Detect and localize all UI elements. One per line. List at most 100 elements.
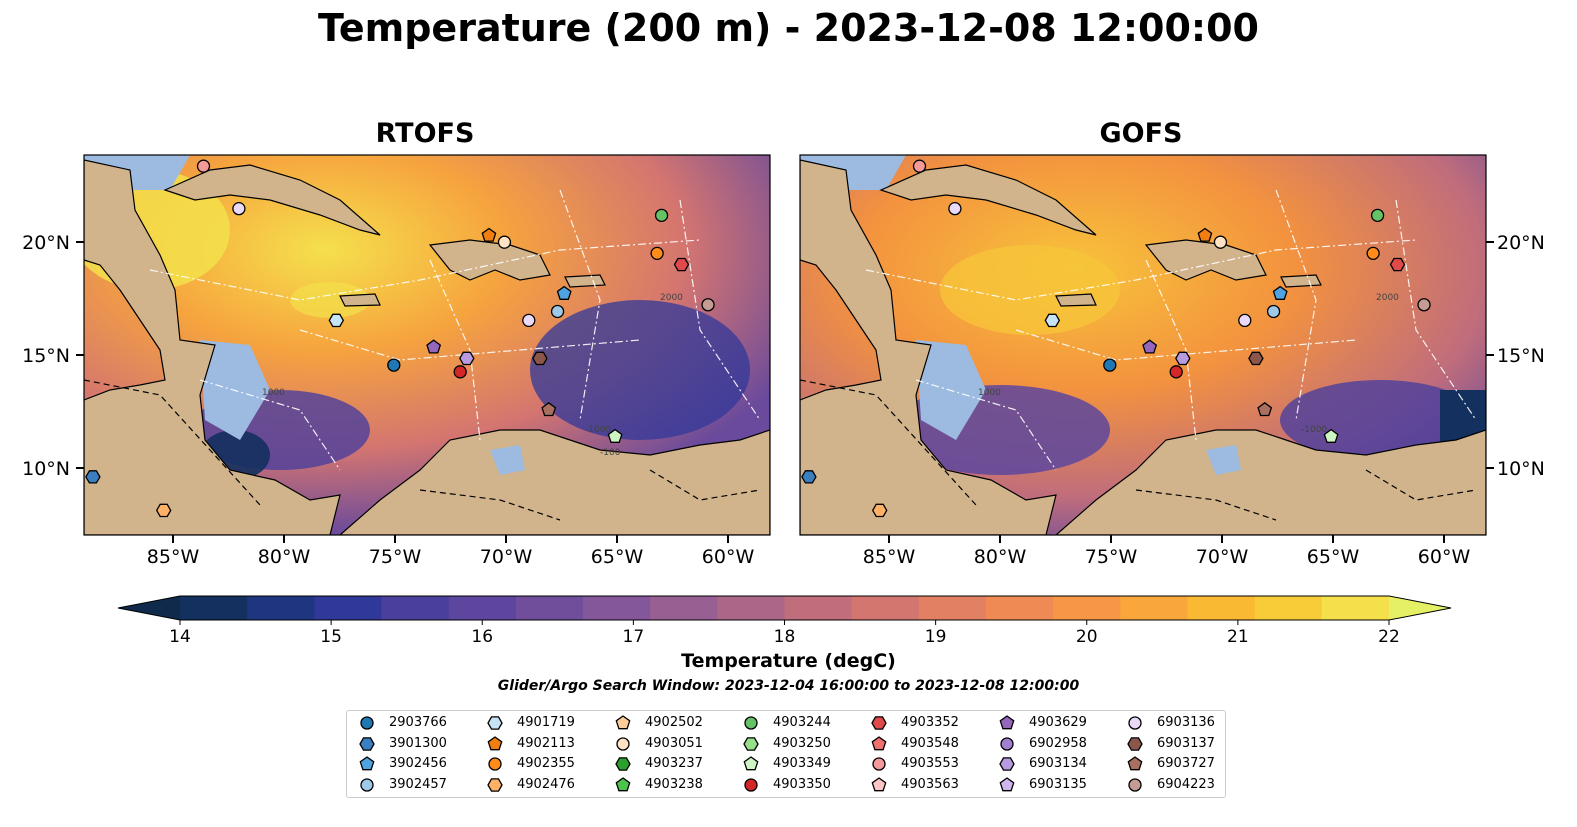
legend-marker-icon bbox=[999, 776, 1015, 791]
legend-label: 4903051 bbox=[645, 735, 703, 751]
legend-label: 6903135 bbox=[1029, 776, 1087, 792]
legend-marker-icon bbox=[616, 736, 630, 751]
legend-label: 4903349 bbox=[773, 756, 831, 771]
legend-label: 4903629 bbox=[1029, 715, 1087, 730]
lat-tick-label: 10°N bbox=[22, 458, 70, 480]
legend-label: 6903134 bbox=[1029, 756, 1087, 771]
colorbar-cell bbox=[314, 596, 383, 620]
float-marker-4903051 bbox=[497, 235, 512, 249]
float-marker-4901719 bbox=[328, 313, 345, 328]
contour-label: -1000 bbox=[1301, 425, 1327, 435]
contour-label: -1000 bbox=[585, 425, 611, 435]
legend-marker-icon bbox=[1127, 736, 1143, 751]
legend-marker-icon bbox=[743, 736, 759, 751]
legend-label: 3902457 bbox=[389, 776, 447, 792]
land-hispaniola bbox=[1144, 239, 1267, 281]
colorbar-cell bbox=[515, 596, 584, 620]
land-puertorico bbox=[1280, 274, 1322, 288]
float-marker-4902113 bbox=[1197, 227, 1213, 242]
colorbar-cell bbox=[583, 596, 651, 620]
colorbar: 14 15 16 17 18 19 20 21 22 bbox=[117, 595, 1452, 647]
land-jamaica bbox=[1055, 293, 1097, 307]
lon-tick-label: 75°W bbox=[1085, 546, 1138, 568]
land-cuba bbox=[879, 164, 1097, 236]
lon-tick-label: 70°W bbox=[1196, 546, 1249, 568]
colorbar-tick-label: 17 bbox=[623, 627, 645, 647]
legend-marker-icon bbox=[871, 735, 887, 750]
float-marker-3901300 bbox=[85, 470, 101, 484]
float-marker-6903136 bbox=[948, 201, 962, 216]
contour-label: 1000 bbox=[262, 388, 285, 398]
legend-marker-icon bbox=[615, 715, 631, 730]
lon-tick-label: 75°W bbox=[369, 546, 422, 568]
colorbar-tick-label: 16 bbox=[471, 627, 493, 647]
colorbar-cell bbox=[986, 596, 1054, 620]
colorbar-cell bbox=[381, 596, 450, 620]
float-marker-2903766 bbox=[1103, 358, 1117, 372]
colorbar-tick-label: 20 bbox=[1076, 627, 1098, 647]
float-marker-4903553 bbox=[912, 159, 927, 173]
legend-label: 3901300 bbox=[389, 735, 447, 751]
legend-marker-icon bbox=[1000, 736, 1014, 751]
float-marker-4901719 bbox=[1044, 313, 1061, 328]
legend-label: 4903548 bbox=[901, 735, 959, 751]
float-marker-4903051 bbox=[1213, 235, 1228, 249]
panel-title-gofs: GOFS bbox=[1099, 118, 1183, 149]
panel-title-rtofs: RTOFS bbox=[375, 118, 475, 149]
legend-label: 6903727 bbox=[1157, 756, 1215, 771]
float-marker-4903349 bbox=[1323, 428, 1339, 443]
colorbar-tick-label: 18 bbox=[774, 627, 796, 647]
float-marker-6903134 bbox=[1175, 351, 1191, 366]
colorbar-cell bbox=[1254, 596, 1323, 620]
float-marker-6903136 bbox=[232, 201, 246, 216]
legend-marker-icon bbox=[360, 716, 374, 730]
legend-label: 3902456 bbox=[389, 756, 447, 771]
legend-marker-icon bbox=[1127, 756, 1143, 771]
legend-marker-icon bbox=[1128, 777, 1142, 792]
float-marker-4902113 bbox=[481, 227, 497, 242]
colorbar-cell bbox=[650, 596, 718, 620]
float-marker-3902456 bbox=[556, 285, 572, 300]
legend-marker-icon bbox=[487, 777, 503, 792]
colorbar-tick-label: 21 bbox=[1227, 627, 1249, 647]
colorbar-cell bbox=[180, 596, 248, 620]
lon-tick-label: 70°W bbox=[480, 546, 533, 568]
legend-label: 4902355 bbox=[517, 756, 575, 771]
legend-label: 4903563 bbox=[901, 776, 959, 792]
legend-label: 4903352 bbox=[901, 715, 959, 730]
legend-marker-icon bbox=[999, 757, 1015, 771]
float-marker-6903136 bbox=[522, 313, 536, 328]
lon-tick-label: 85°W bbox=[147, 546, 200, 568]
legend-label: 6904223 bbox=[1157, 776, 1215, 792]
legend-marker-icon bbox=[615, 757, 631, 771]
colorbar-cell bbox=[851, 596, 920, 620]
float-marker-4903629 bbox=[1142, 339, 1158, 354]
lon-tick-label: 85°W bbox=[863, 546, 916, 568]
legend-marker-icon bbox=[488, 757, 502, 771]
colorbar-cell bbox=[717, 596, 786, 620]
legend-marker-icon bbox=[359, 736, 375, 751]
legend-marker-icon bbox=[871, 776, 887, 791]
float-marker-4902476 bbox=[155, 503, 172, 518]
lon-tick-label: 65°W bbox=[1307, 546, 1360, 568]
legend-label: 2903766 bbox=[389, 715, 447, 730]
float-marker-4903349 bbox=[607, 428, 623, 443]
float-marker-6903137 bbox=[532, 351, 548, 366]
float-marker-4903352 bbox=[1389, 257, 1406, 272]
land-hispaniola bbox=[428, 239, 551, 281]
lat-tick-label: 10°N bbox=[1497, 458, 1545, 480]
colorbar-cell bbox=[247, 596, 315, 620]
lat-tick-label: 20°N bbox=[22, 232, 70, 254]
colorbar-extend-low bbox=[118, 596, 180, 620]
colorbar-label: Temperature (degC) bbox=[681, 650, 896, 672]
legend-marker-icon bbox=[871, 716, 887, 730]
float-marker-6903134 bbox=[459, 351, 475, 366]
colorbar-tick-label: 14 bbox=[169, 627, 191, 647]
legend-marker-icon bbox=[360, 777, 374, 792]
land-jamaica bbox=[339, 293, 381, 307]
colorbar-extend-high bbox=[1389, 596, 1451, 620]
lon-tick-label: 80°W bbox=[974, 546, 1027, 568]
lat-tick-label: 15°N bbox=[22, 345, 70, 367]
land-yucatan-centralamerica bbox=[84, 159, 341, 535]
contour-label: 1000 bbox=[978, 388, 1001, 398]
